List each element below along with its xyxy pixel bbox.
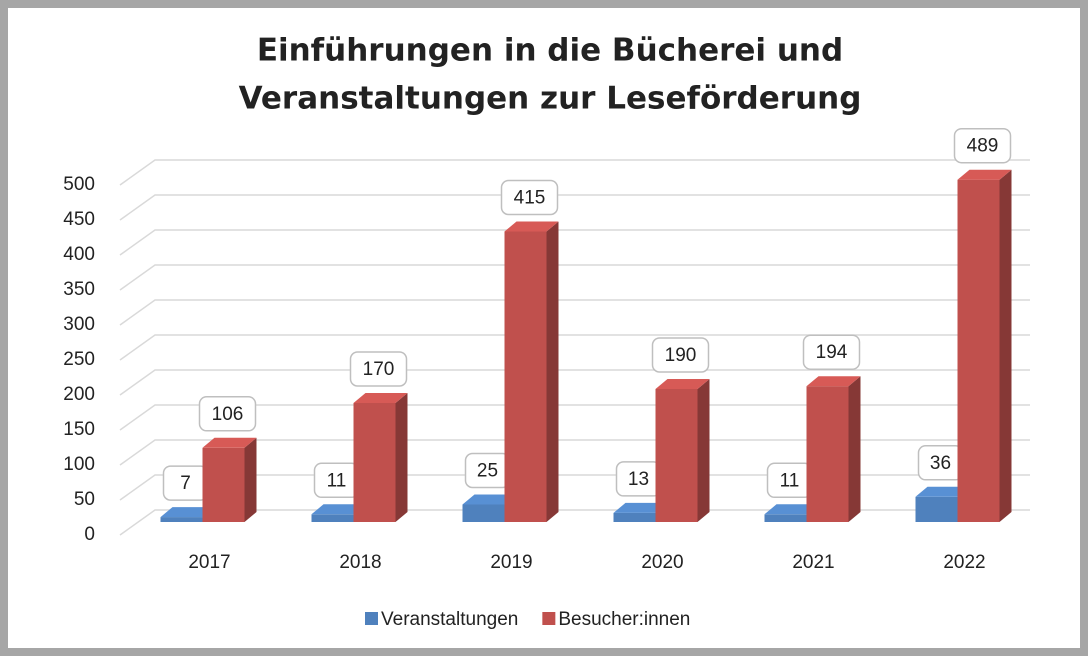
data-label: 415	[514, 188, 546, 209]
bar-front	[160, 517, 203, 522]
bar	[806, 376, 861, 522]
grid-line	[119, 159, 1030, 186]
y-tick-label: 300	[63, 314, 95, 335]
bar-front	[311, 514, 354, 522]
bar-top	[202, 437, 257, 448]
grid-line	[119, 229, 1030, 256]
grid-line	[119, 369, 1030, 396]
bar-front	[957, 179, 1000, 522]
bar-top	[957, 169, 1012, 180]
x-tick-label: 2020	[641, 552, 683, 573]
data-label-box	[651, 337, 710, 373]
grid-line	[119, 509, 1030, 536]
grid-line	[119, 264, 1030, 291]
data-label: 190	[665, 345, 697, 366]
y-tick-label: 250	[63, 349, 95, 370]
x-tick-label: 2021	[792, 552, 834, 573]
x-tick-label: 2022	[943, 552, 985, 573]
data-label: 489	[967, 136, 999, 157]
legend-label: Veranstaltungen	[381, 609, 518, 630]
bar-top	[462, 494, 517, 505]
bar-top	[311, 504, 366, 515]
y-tick-label: 400	[63, 244, 95, 265]
bar-top	[613, 502, 668, 513]
bar	[504, 221, 559, 522]
bar-front	[806, 386, 849, 522]
bar-front	[462, 504, 505, 522]
data-label: 170	[363, 359, 395, 380]
grid-line	[119, 474, 1030, 501]
bar-top	[160, 507, 215, 518]
data-label-box	[349, 351, 408, 387]
grid-line	[119, 404, 1030, 431]
grid-line	[119, 439, 1030, 466]
data-label: 11	[780, 470, 800, 491]
y-tick-label: 0	[84, 524, 95, 545]
x-tick-label: 2018	[339, 552, 381, 573]
data-label-box	[953, 127, 1012, 164]
bar	[655, 379, 710, 522]
x-tick-label: 2019	[490, 552, 532, 573]
y-tick-label: 150	[63, 419, 95, 440]
grid-line	[119, 299, 1030, 326]
bar-side	[395, 393, 408, 522]
y-tick-label: 500	[63, 174, 95, 195]
bar-front	[613, 512, 656, 522]
y-tick-label: 350	[63, 279, 95, 300]
bar-front	[764, 514, 807, 522]
grid-line	[119, 194, 1030, 221]
bar-front	[504, 231, 547, 522]
bar-top	[806, 376, 861, 387]
data-label: 106	[212, 404, 244, 425]
legend-label: Besucher:innen	[558, 609, 690, 630]
chart-title: Einführungen in die Bücherei und	[257, 33, 843, 69]
data-label-box	[198, 396, 257, 432]
bar-side	[848, 376, 861, 522]
legend-swatch	[365, 612, 378, 625]
data-label: 194	[816, 342, 848, 363]
bar-front	[353, 403, 396, 522]
bar-side	[697, 379, 710, 522]
data-label-box	[500, 179, 559, 216]
data-label: 7	[180, 473, 191, 494]
data-label: 11	[327, 470, 347, 491]
bar-side	[546, 221, 559, 522]
bar-side	[999, 169, 1012, 522]
bar-front	[915, 496, 958, 522]
y-tick-label: 100	[63, 454, 95, 475]
bar	[353, 393, 408, 522]
bar-top	[915, 486, 970, 497]
bar-top	[504, 221, 559, 232]
grid-line	[119, 334, 1030, 361]
data-label: 13	[628, 469, 649, 490]
bar	[202, 437, 257, 522]
bar-top	[655, 379, 710, 389]
y-tick-label: 450	[63, 209, 95, 230]
data-label-box	[802, 334, 861, 370]
data-label: 25	[477, 461, 498, 482]
bar-front	[202, 447, 245, 522]
bar-side	[244, 437, 257, 522]
x-tick-label: 2017	[188, 552, 230, 573]
y-tick-label: 50	[74, 489, 95, 510]
y-tick-label: 200	[63, 384, 95, 405]
bar-top	[353, 393, 408, 403]
chart-subtitle: Veranstaltungen zur Leseförderung	[239, 81, 862, 117]
bar-front	[655, 389, 698, 522]
bar	[957, 169, 1012, 522]
legend-swatch	[542, 612, 556, 625]
data-label: 36	[930, 453, 951, 474]
bar-top	[764, 504, 819, 515]
